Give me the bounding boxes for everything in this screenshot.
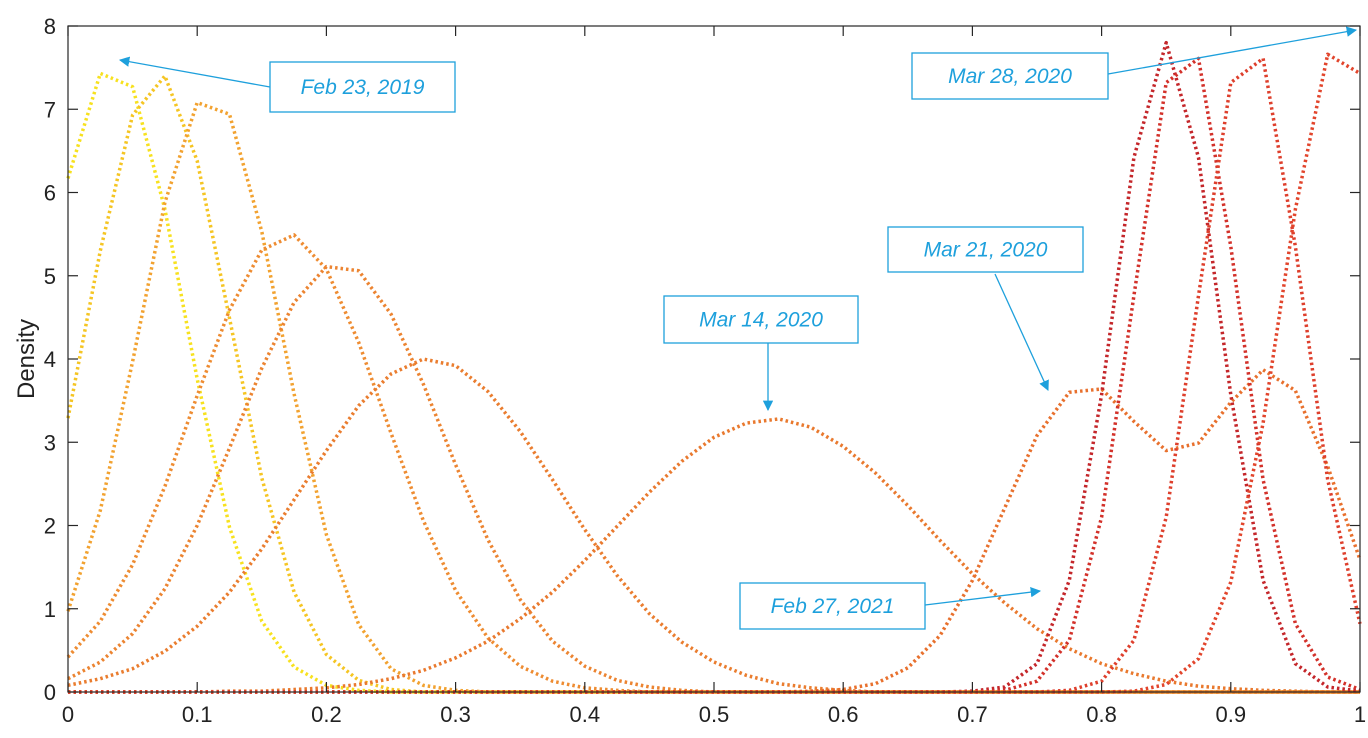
density-curve — [68, 40, 1361, 694]
y-tick-label: 2 — [44, 514, 56, 539]
y-tick-label: 4 — [44, 347, 56, 372]
y-tick-label: 3 — [44, 430, 56, 455]
x-tick-label: 0.3 — [440, 702, 471, 727]
annotation-arrow — [118, 56, 271, 88]
annotation-arrow — [924, 586, 1042, 606]
y-axis-label: Density — [13, 319, 40, 399]
x-tick-label: 0 — [62, 702, 74, 727]
x-tick-label: 0.9 — [1216, 702, 1247, 727]
x-tick-label: 1 — [1354, 702, 1366, 727]
annotation-text: Feb 27, 2021 — [771, 595, 895, 618]
annotation-box — [911, 52, 1109, 100]
y-tick-label: 7 — [44, 97, 56, 122]
density-curve — [67, 357, 1360, 694]
y-tick-label: 1 — [44, 597, 56, 622]
y-tick-label: 5 — [44, 264, 56, 289]
x-tick-label: 0.5 — [699, 702, 730, 727]
density-curve — [66, 100, 1360, 694]
annotation-box — [887, 226, 1084, 273]
annotation-text: Mar 14, 2020 — [699, 309, 823, 332]
density-curve — [68, 52, 1361, 694]
density-curve — [68, 56, 1362, 694]
density-curve — [68, 417, 1360, 694]
annotation-text: Mar 21, 2020 — [924, 239, 1048, 262]
x-tick-label: 0.2 — [311, 702, 342, 727]
y-tick-label: 8 — [44, 14, 56, 39]
x-tick-label: 0.4 — [570, 702, 601, 727]
x-tick-label: 0.6 — [828, 702, 859, 727]
annotation-box — [663, 295, 859, 344]
x-tick-label: 0.8 — [1086, 702, 1117, 727]
annotation-arrow — [994, 273, 1049, 391]
density-curve — [68, 56, 1361, 694]
annotation-text: Mar 28, 2020 — [948, 65, 1072, 88]
annotation-arrow — [1107, 26, 1358, 75]
x-tick-label: 0.7 — [957, 702, 988, 727]
y-tick-label: 0 — [44, 680, 56, 705]
density-curve — [66, 71, 1360, 694]
density-curve — [68, 368, 1362, 694]
annotation-box — [739, 582, 926, 630]
annotation-text: Feb 23, 2019 — [301, 76, 425, 99]
y-tick-label: 6 — [44, 181, 56, 206]
density-curve — [66, 74, 1360, 694]
annotation-box — [269, 61, 456, 113]
x-tick-label: 0.1 — [182, 702, 213, 727]
plot-frame — [67, 25, 1361, 693]
